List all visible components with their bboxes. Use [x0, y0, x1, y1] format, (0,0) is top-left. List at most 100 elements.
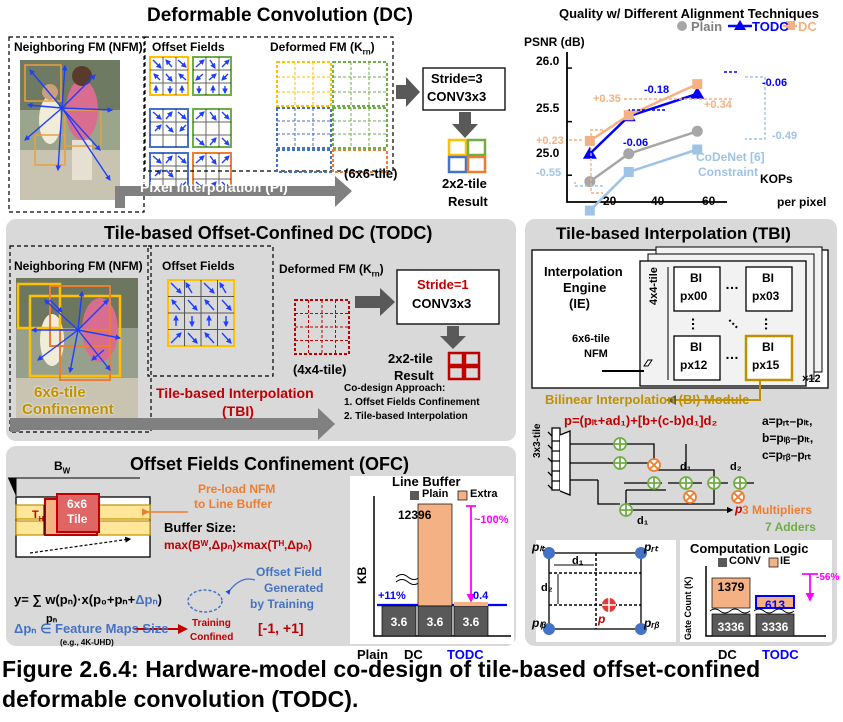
cl-pct: -56%	[816, 572, 840, 583]
psnr-xlabel-line2: per pixel	[777, 195, 827, 209]
cl-axis-break	[709, 608, 751, 614]
dc-dashed-box	[144, 36, 394, 172]
data-point-dc	[584, 135, 595, 146]
cl-title: Computation Logic	[690, 541, 809, 556]
pi-arrow	[115, 176, 352, 208]
codesign-title: Co-design Approach:	[344, 383, 446, 394]
bi-module-title: Bilinear Interpolation (BI) Module	[545, 392, 750, 407]
dc-deformed-grids	[276, 61, 388, 173]
linebuffer-bars: 3.6 3.6 3.6	[381, 503, 489, 637]
cl-legend-ie-swatch	[768, 557, 779, 568]
th-sub: H	[38, 516, 44, 524]
bi-px12-label1: BI	[690, 340, 702, 354]
bw-sub: W	[62, 466, 71, 476]
lb-todc-extra: 0.4	[473, 590, 489, 602]
psnr-ylabel: PSNR (dB)	[524, 35, 585, 49]
ann-codenet: CoDeNet [6]	[696, 150, 765, 164]
todc-offset-label: Offset Fields	[162, 259, 235, 273]
cl-bar-ie-todc	[755, 595, 795, 609]
data-point-todc	[690, 86, 705, 99]
bi-px12-label2: px12	[680, 358, 708, 372]
dc-title: Deformable Convolution (DC)	[147, 5, 413, 26]
tbi-title: Tile-based Interpolation (TBI)	[556, 224, 791, 243]
dc-conv-box	[422, 67, 506, 111]
psnr-xlabel-line1: KOPs	[760, 172, 793, 186]
bi-px03-box	[745, 266, 793, 312]
todc-nfm-dashed-box	[9, 245, 152, 433]
cl-legend-conv: CONV	[729, 555, 761, 567]
data-point-codenet-6-	[623, 167, 634, 177]
todc-conv-line1: Stride=1	[417, 277, 469, 292]
cl-bar-conv-todc	[755, 613, 795, 637]
tile44-label: 4x4-tile	[648, 267, 660, 305]
bi-formula: p=(pₗₜ+ad₁)+[b+(c-b)d₁]d₂	[564, 413, 717, 429]
lb-pct-up: +11%	[378, 590, 406, 602]
bi-formula-text: p=(pₗₜ+ad₁)+[b+(c-b)d₁]d₂	[564, 413, 718, 428]
bi-module-link	[666, 380, 761, 405]
cl-axis-break	[753, 608, 795, 614]
eq-b: b=pₗᵦ–pₗₜ,	[762, 431, 814, 445]
eq-a: a=pᵣₜ–pₗₜ,	[762, 414, 813, 428]
legend-dc-marker	[786, 21, 795, 30]
todc-tile-label: (4x4-tile)	[293, 362, 347, 377]
dc-conv-line1: Stride=3	[431, 71, 483, 86]
dc-nfm-photo	[20, 60, 120, 200]
bi-px00-box	[673, 266, 721, 312]
data-point-dc	[623, 110, 634, 121]
dc-arrow-down	[452, 112, 478, 138]
psnr-annotation-links	[568, 71, 766, 194]
complogic-bars: 3336 1379 3336 613	[709, 577, 795, 637]
codesign-item-1: 1. Offset Fields Confinement	[344, 397, 480, 408]
d2-label-top: d₂	[730, 461, 742, 473]
lb-cat-dc: DC	[404, 647, 423, 662]
adders-label: 7 Adders	[765, 520, 816, 534]
legend-todc-label: TODC	[752, 19, 789, 34]
todc-deformed-label: Deformed FM (Krn)	[279, 262, 384, 279]
bi-geometry	[543, 547, 647, 635]
dots-v-right: …	[762, 317, 778, 331]
todc-confine-line1: 6x6-tile	[34, 384, 86, 401]
xtick-40: 40	[651, 194, 665, 208]
ann-minus-018: -0.18	[644, 84, 670, 96]
dots-h-top: …	[725, 276, 739, 292]
todc-confine-line2: Confinement	[22, 401, 114, 418]
confined-label: Confined	[190, 632, 234, 643]
ie-line2: Engine	[563, 280, 607, 295]
cl-bar-ie-value-dc: 1379	[718, 580, 745, 594]
dc-nfm-dashed-box	[8, 36, 145, 213]
data-point-codenet-6-	[584, 205, 595, 216]
lb-bar-extra-todc	[454, 602, 488, 606]
ie-line1: Interpolation	[544, 264, 623, 279]
lb-legend-extra: Extra	[470, 488, 498, 500]
bi-px03-label2: px03	[752, 289, 780, 303]
p-rt-label: pᵣₜ	[644, 540, 659, 554]
ofc-eq-close: )	[157, 592, 163, 607]
gen-line2: Generated	[264, 581, 324, 595]
todc-nfm-photo	[16, 278, 138, 428]
geo-d1-label: d₁	[572, 555, 584, 567]
nfm-line2: NFM	[584, 348, 608, 360]
psnr-axes	[566, 52, 727, 203]
ofc-eq-under: pₙ	[46, 613, 58, 625]
data-point-plain	[584, 176, 596, 188]
d1-label-top: d₁	[680, 461, 692, 473]
ann-plus-035: +0.35	[593, 93, 621, 105]
todc-result-line2: Result	[394, 368, 434, 383]
lb-ylabel: KB	[355, 566, 369, 584]
todc-arrow-to-conv	[355, 288, 395, 316]
cl-legend-ie: IE	[780, 555, 791, 567]
ytick-25: 25.0	[536, 146, 560, 160]
bufsize-label: Buffer Size:	[164, 520, 237, 535]
ann-minus-049: -0.49	[772, 130, 798, 142]
dc-tile-label: (6x6-tile)	[344, 166, 398, 181]
lb-bar-extra-dc	[417, 503, 453, 607]
fm-eq-label: Δpₙ ∈ Feature Maps Size	[14, 621, 169, 636]
range-label: [-1, +1]	[258, 620, 304, 636]
todc-deformed-close: )	[379, 262, 384, 276]
p-rb-label: pᵣᵦ	[644, 616, 660, 630]
lb-legend-plain: Plain	[422, 488, 449, 500]
geo-d2-label: d₂	[541, 582, 553, 594]
codesign-item-2: 2. Tile-based Interpolation	[344, 411, 468, 422]
bi-px15-label2: px15	[752, 358, 780, 372]
